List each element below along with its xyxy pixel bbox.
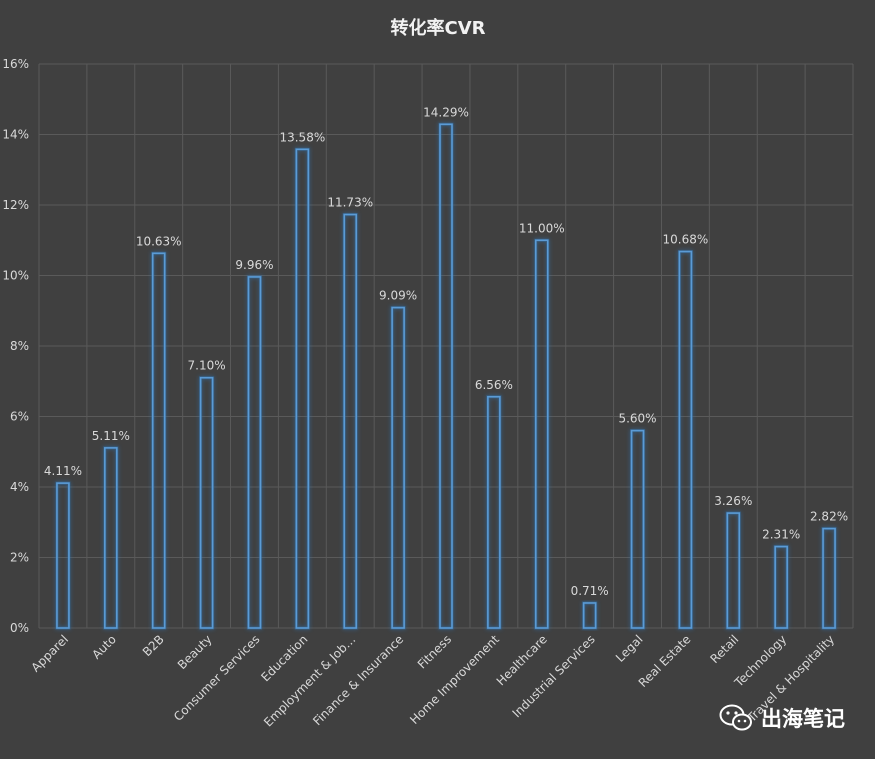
bar-glow xyxy=(582,601,598,630)
bar-glow xyxy=(151,251,167,630)
x-tick-label: Home Improvement xyxy=(407,632,502,727)
x-tick-label: B2B xyxy=(140,632,167,659)
x-tick-label: Real Estate xyxy=(636,632,694,690)
data-label: 11.00% xyxy=(519,221,565,235)
x-tick-label: Consumer Services xyxy=(171,632,263,724)
bar xyxy=(199,376,214,629)
x-tick-label: Retail xyxy=(708,632,742,666)
bar xyxy=(104,447,118,629)
x-tick-label: Apparel xyxy=(29,632,72,675)
x-tick-label: Employment & Job… xyxy=(261,632,358,729)
bar xyxy=(487,395,501,629)
bar-group xyxy=(103,446,119,630)
data-label: 6.56% xyxy=(475,378,513,392)
bar-glow xyxy=(534,238,550,630)
bar xyxy=(678,250,693,629)
bar-glow xyxy=(246,275,262,630)
data-label: 3.26% xyxy=(714,494,752,508)
bar-glow xyxy=(486,395,502,630)
data-label: 11.73% xyxy=(327,196,373,210)
bar-group xyxy=(390,306,406,630)
data-label: 7.10% xyxy=(188,359,226,373)
data-label: 13.58% xyxy=(279,130,325,144)
bar-group xyxy=(151,251,167,630)
bar xyxy=(391,306,405,629)
bar-glow xyxy=(773,545,789,630)
y-tick-label: 8% xyxy=(10,339,29,353)
bar xyxy=(151,252,166,629)
bar xyxy=(630,429,645,629)
bar-group xyxy=(725,511,741,630)
bar-group xyxy=(773,545,789,630)
bar xyxy=(534,239,549,629)
data-label: 2.82% xyxy=(810,510,848,524)
bar-group xyxy=(246,275,262,630)
bar-group xyxy=(630,429,646,630)
y-tick-label: 0% xyxy=(10,621,29,635)
data-label: 9.09% xyxy=(379,289,417,303)
data-label: 5.11% xyxy=(92,429,130,443)
bar xyxy=(295,148,310,629)
chart-title: 转化率CVR xyxy=(390,17,485,39)
wechat-icon xyxy=(719,703,753,733)
y-tick-label: 4% xyxy=(10,480,29,494)
x-tick-label: Legal xyxy=(613,632,646,665)
bar xyxy=(56,482,70,629)
y-tick-label: 16% xyxy=(2,57,29,71)
bar-glow xyxy=(294,147,310,630)
x-tick-label: Beauty xyxy=(175,632,215,672)
data-label: 10.63% xyxy=(136,234,182,248)
bar-glow xyxy=(821,527,837,630)
y-tick-label: 10% xyxy=(2,269,29,283)
x-tick-label: Auto xyxy=(89,632,119,662)
bar-glow xyxy=(199,376,215,630)
y-tick-label: 6% xyxy=(10,410,29,424)
bar xyxy=(439,123,453,629)
bar-group xyxy=(677,250,693,630)
bar-glow xyxy=(103,446,119,630)
bar-glow xyxy=(725,511,741,630)
bar-glow xyxy=(438,122,454,630)
bar-group xyxy=(438,122,454,630)
bar-group xyxy=(55,481,71,630)
data-label: 2.31% xyxy=(762,528,800,542)
bar-group xyxy=(294,147,310,630)
bar xyxy=(822,527,836,629)
bar xyxy=(247,276,262,629)
data-label: 0.71% xyxy=(571,584,609,598)
bar-glow xyxy=(677,250,693,630)
x-tick-label: Fitness xyxy=(415,632,454,671)
watermark-text: 出海笔记 xyxy=(761,707,845,731)
bar-group xyxy=(582,601,598,630)
bar xyxy=(774,545,788,629)
x-tick-label: Industrial Services xyxy=(510,632,598,720)
bar-group xyxy=(486,395,502,630)
bar-group xyxy=(821,527,837,630)
bar-glow xyxy=(342,213,358,630)
bar-group xyxy=(534,238,550,630)
data-label: 10.68% xyxy=(663,233,709,247)
bar-glow xyxy=(55,481,71,630)
bar-group xyxy=(342,213,358,630)
y-tick-label: 12% xyxy=(2,198,29,212)
data-label: 4.11% xyxy=(44,464,82,478)
y-tick-label: 2% xyxy=(10,551,29,565)
bar xyxy=(582,602,597,629)
data-label: 9.96% xyxy=(235,258,273,272)
bar-group xyxy=(199,376,215,630)
x-tick-label: Finance & Insurance xyxy=(310,632,406,728)
y-tick-label: 14% xyxy=(2,128,29,142)
watermark: 出海笔记 xyxy=(719,703,845,733)
bar-glow xyxy=(390,306,406,630)
data-label: 5.60% xyxy=(618,412,656,426)
bar xyxy=(343,213,358,629)
data-label: 14.29% xyxy=(423,105,469,119)
x-tick-label: Education xyxy=(258,632,310,684)
bar xyxy=(726,512,741,629)
bar-glow xyxy=(630,429,646,630)
